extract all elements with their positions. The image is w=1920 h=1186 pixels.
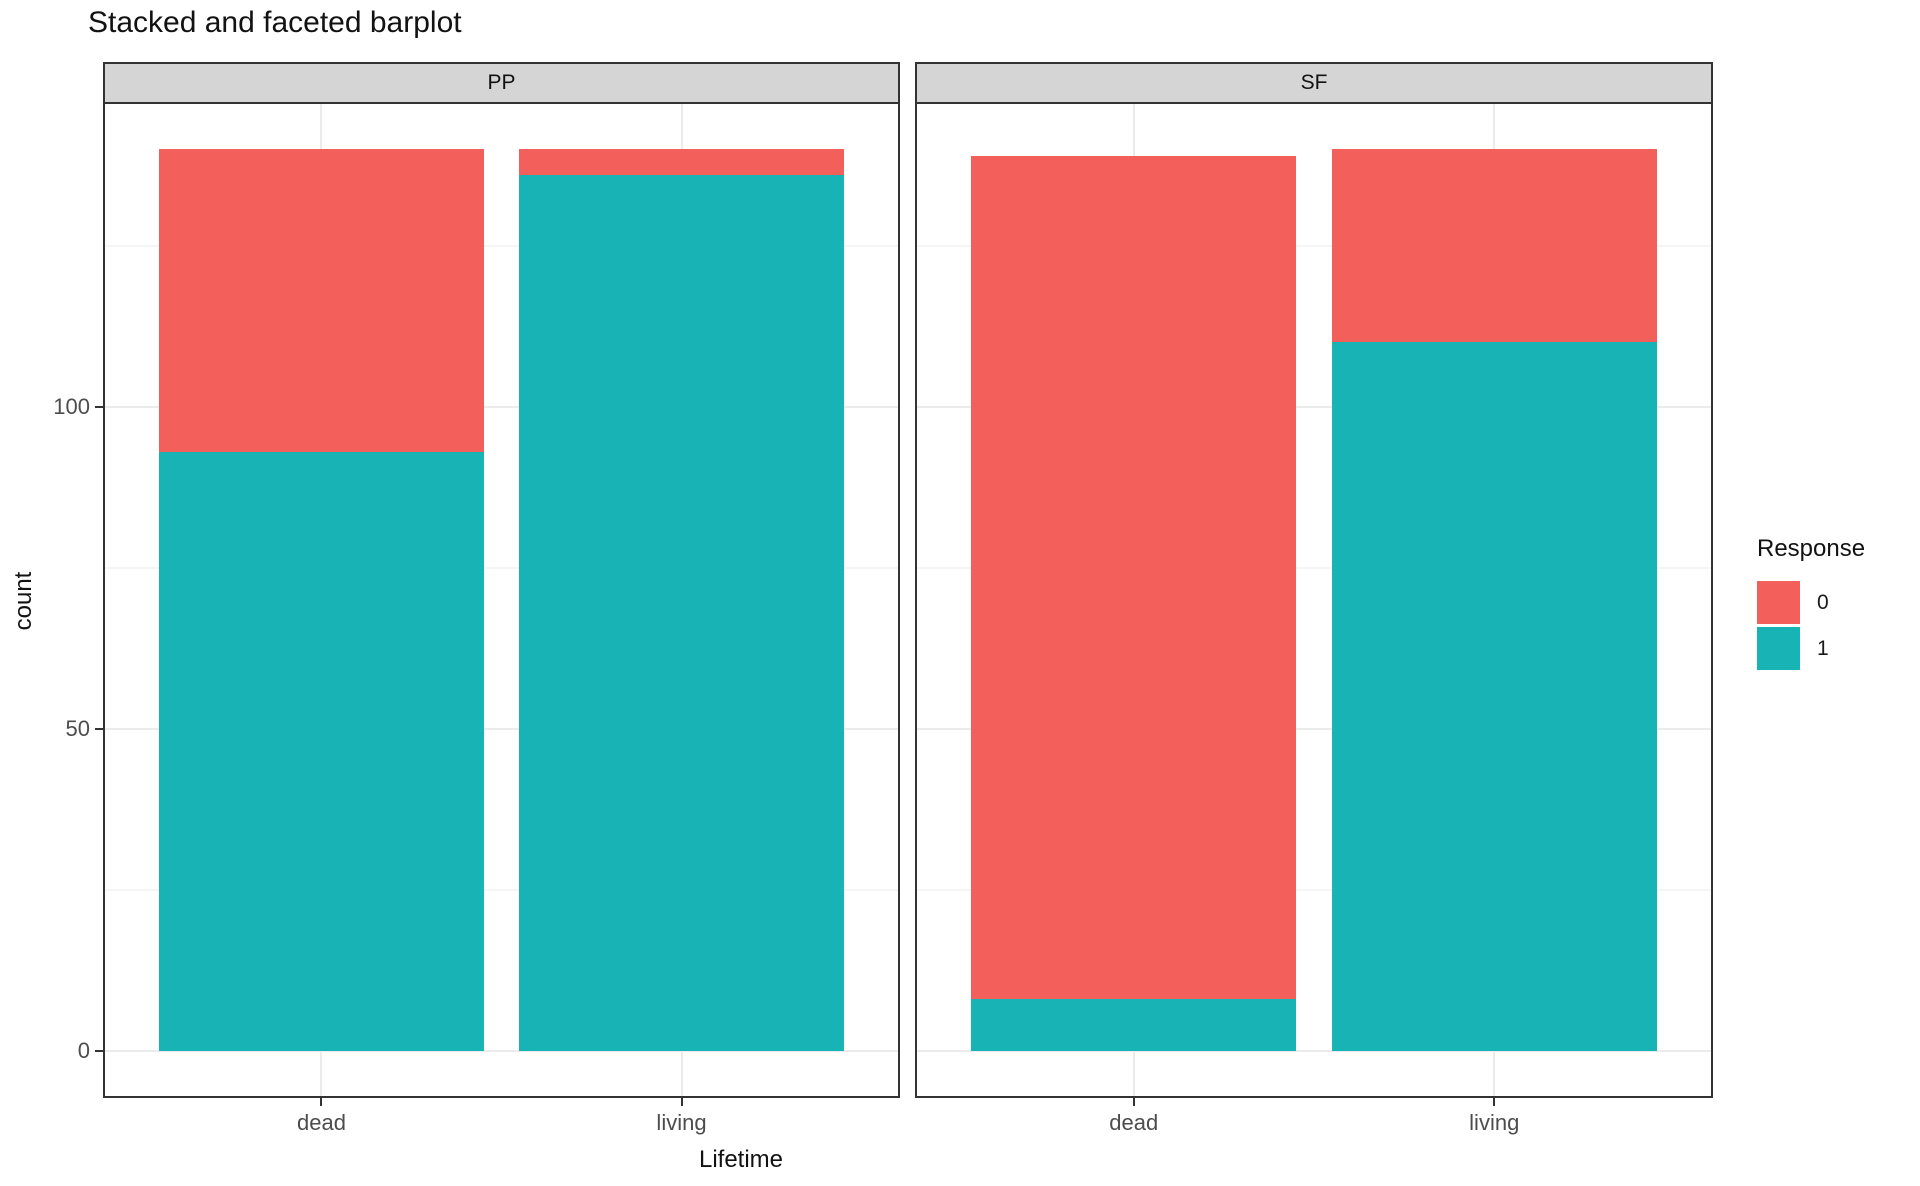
legend-label: 0 [1817, 590, 1829, 614]
legend-swatch-response-0 [1757, 581, 1800, 624]
gridline-horizontal [105, 888, 898, 891]
y-tick-label: 100 [53, 393, 90, 419]
x-tick-label: living [1469, 1110, 1520, 1135]
plot-panel [103, 102, 900, 1098]
y-axis-tick [95, 727, 103, 730]
gridline-horizontal [917, 405, 1711, 408]
gridline-horizontal [105, 244, 898, 247]
facet-strip: PP [103, 62, 900, 104]
x-axis-tick [1493, 1098, 1496, 1106]
facet-panel-pp: PP dead living [103, 62, 900, 1135]
x-axis-tick [320, 1098, 323, 1106]
y-tick-label: 0 [77, 1037, 90, 1063]
bar-PP-dead-response-0 [159, 149, 484, 452]
gridline-horizontal [917, 244, 1711, 247]
facet-panel-sf: SF dead living [915, 62, 1713, 1135]
x-tick-label: living [656, 1110, 707, 1135]
bar-PP-dead-response-1 [159, 451, 484, 1051]
bar-SF-living-response-1 [1331, 342, 1657, 1051]
y-axis-title: count [10, 571, 37, 631]
facet-strip: SF [915, 62, 1713, 104]
y-tick-label: 50 [65, 715, 90, 741]
bar-PP-living-response-0 [519, 149, 844, 175]
gridline-horizontal [917, 1049, 1711, 1052]
legend: Response 0 1 [1757, 535, 1865, 673]
facet-strip-label: SF [1300, 71, 1328, 94]
plot-panel [915, 102, 1713, 1098]
gridline-horizontal [105, 1049, 898, 1052]
legend-key-response-0: 0 [1757, 581, 1865, 624]
x-axis-tick [680, 1098, 683, 1106]
gridline-horizontal [105, 405, 898, 408]
gridline-horizontal [105, 727, 898, 730]
legend-label: 1 [1817, 636, 1829, 660]
bar-SF-dead-response-1 [971, 999, 1297, 1051]
gridline-horizontal [105, 566, 898, 569]
gridline-horizontal [917, 727, 1711, 730]
bar-PP-living-response-1 [519, 174, 844, 1051]
y-axis-tick [95, 1049, 103, 1052]
y-axis-tick [95, 405, 103, 408]
bar-SF-dead-response-0 [971, 155, 1297, 1000]
legend-title: Response [1757, 535, 1866, 562]
legend-key-response-1: 1 [1757, 627, 1865, 670]
x-axis-tick [1132, 1098, 1135, 1106]
gridline-horizontal [917, 888, 1711, 891]
facet-strip-label: PP [487, 71, 516, 94]
chart-title: Stacked and faceted barplot [88, 6, 462, 39]
x-tick-label: dead [297, 1110, 346, 1135]
legend-swatch-response-1 [1757, 627, 1800, 670]
x-tick-label: dead [1109, 1110, 1159, 1135]
bar-SF-living-response-0 [1331, 149, 1657, 343]
x-axis-title: Lifetime [698, 1146, 784, 1173]
gridline-horizontal [917, 566, 1711, 569]
